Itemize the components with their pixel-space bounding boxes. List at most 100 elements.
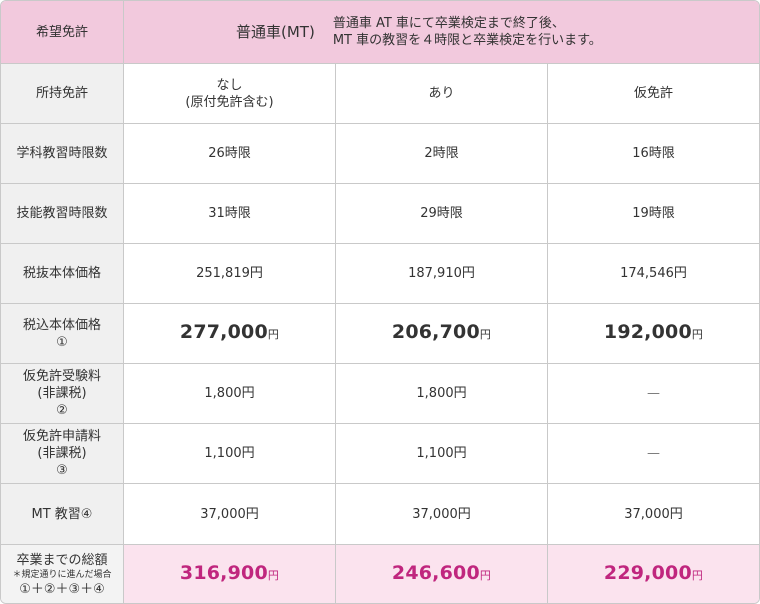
row-label-line1: 仮免許申請料 <box>22 429 101 444</box>
total-value-cell: 316,900円 <box>123 545 335 603</box>
table-row-license: 所持免許 なし (原付免許含む) あり 仮免許 <box>1 63 759 123</box>
value-line2: (原付免許含む) <box>185 94 274 110</box>
price-amount: 192,000円 <box>604 323 704 343</box>
value-cell: 2時限 <box>335 124 547 183</box>
value-line1: あり <box>428 86 455 101</box>
row-label: 技能教習時限数 <box>1 184 123 243</box>
total-amount: 316,900円 <box>179 562 280 584</box>
course-note: 普通車 AT 車にて卒業検定まで終了後、 MT 車の教習を４時限と卒業検定を行い… <box>333 15 602 49</box>
row-label-line1: 技能教習時限数 <box>16 206 108 221</box>
value-cell: 19時限 <box>547 184 759 243</box>
value-line1: 1,100円 <box>416 446 467 461</box>
header-row: 希望免許 普通車(MT) 普通車 AT 車にて卒業検定まで終了後、 MT 車の教… <box>1 1 759 63</box>
value-line1: 26時限 <box>208 146 251 161</box>
value-line1: 仮免許 <box>633 86 673 101</box>
value-cell: 1,800円 <box>123 364 335 423</box>
row-label-line1: MT 教習④ <box>31 506 93 522</box>
total-label-line1: 卒業までの総額 <box>16 552 108 568</box>
value-line1: 37,000円 <box>200 506 259 522</box>
value-cell: 277,000円 <box>123 304 335 363</box>
table-row-total: 卒業までの総額 ＊規定通りに進んだ場合 ①＋②＋③＋④ 316,900円 246… <box>1 544 759 603</box>
header-label: 希望免許 <box>1 1 123 63</box>
empty-dash: — <box>647 386 660 401</box>
value-line1: 251,819円 <box>196 266 263 281</box>
table-row-price-incl-tax: 税込本体価格 ① 277,000円 206,700円 192,000円 <box>1 303 759 363</box>
yen-unit: 円 <box>267 569 280 582</box>
table-row-exam-fee: 仮免許受験料 (非課税) ② 1,800円 1,800円 — <box>1 363 759 423</box>
total-label: 卒業までの総額 ＊規定通りに進んだ場合 ①＋②＋③＋④ <box>1 545 123 603</box>
value-line1: 37,000円 <box>412 506 471 522</box>
row-label: 仮免許申請料 (非課税) ③ <box>1 424 123 483</box>
row-label: 仮免許受験料 (非課税) ② <box>1 364 123 423</box>
value-line1: 16時限 <box>632 146 675 161</box>
value-cell: 16時限 <box>547 124 759 183</box>
value-cell: 37,000円 <box>335 484 547 544</box>
table-row-skill-hours: 技能教習時限数 31時限 29時限 19時限 <box>1 183 759 243</box>
value-line1: 1,100円 <box>204 446 255 461</box>
value-cell: 174,546円 <box>547 244 759 303</box>
table-row-academic-hours: 学科教習時限数 26時限 2時限 16時限 <box>1 123 759 183</box>
yen-unit: 円 <box>479 569 492 582</box>
total-amount: 246,600円 <box>391 562 492 584</box>
yen-unit: 円 <box>691 569 704 582</box>
course-note-line2: MT 車の教習を４時限と卒業検定を行います。 <box>332 33 602 48</box>
total-value-cell: 246,600円 <box>335 545 547 603</box>
row-label-line1: 所持免許 <box>35 86 88 101</box>
value-cell: 仮免許 <box>547 64 759 123</box>
price-amount: 206,700円 <box>391 321 492 343</box>
value-cell: 1,100円 <box>335 424 547 483</box>
row-label-line3: ③ <box>56 463 68 478</box>
value-cell: — <box>547 364 759 423</box>
row-label-line1: 学科教習時限数 <box>16 146 108 161</box>
value-cell: 37,000円 <box>123 484 335 544</box>
yen-unit: 円 <box>479 328 492 341</box>
value-cell: 31時限 <box>123 184 335 243</box>
yen-unit: 円 <box>691 328 704 341</box>
course-note-line1: 普通車 AT 車にて卒業検定まで終了後、 <box>332 16 565 31</box>
row-label-line1: 税込本体価格 <box>22 317 101 333</box>
value-line1: 31時限 <box>208 206 251 221</box>
price-number: 206,700 <box>391 321 480 343</box>
total-amount: 229,000円 <box>604 564 704 584</box>
table-row-application-fee: 仮免許申請料 (非課税) ③ 1,100円 1,100円 — <box>1 423 759 483</box>
table-row-mt-training: MT 教習④ 37,000円 37,000円 37,000円 <box>1 483 759 544</box>
row-label: 税込本体価格 ① <box>1 304 123 363</box>
value-cell: 251,819円 <box>123 244 335 303</box>
price-amount: 277,000円 <box>179 321 279 343</box>
total-label-note: ＊規定通りに進んだ場合 <box>12 569 112 580</box>
row-label: MT 教習④ <box>1 484 123 544</box>
total-label-formula: ①＋②＋③＋④ <box>19 581 105 597</box>
row-label-line1: 仮免許受験料 <box>22 369 101 384</box>
value-cell: 206,700円 <box>335 304 547 363</box>
total-value-cell: 229,000円 <box>547 545 759 603</box>
value-line1: 187,910円 <box>408 266 475 281</box>
value-line1: 174,546円 <box>620 266 687 281</box>
empty-dash: — <box>647 446 660 461</box>
row-label: 所持免許 <box>1 64 123 123</box>
value-cell: なし (原付免許含む) <box>123 64 335 123</box>
value-cell: 29時限 <box>335 184 547 243</box>
course-title: 普通車(MT) <box>236 22 315 41</box>
value-line1: 37,000円 <box>624 506 683 522</box>
total-number: 316,900 <box>179 562 268 584</box>
value-cell: 1,100円 <box>123 424 335 483</box>
value-cell: — <box>547 424 759 483</box>
course-header: 普通車(MT) 普通車 AT 車にて卒業検定まで終了後、 MT 車の教習を４時限… <box>123 1 759 63</box>
row-label-line2: (非課税) <box>37 386 87 401</box>
value-cell: あり <box>335 64 547 123</box>
value-cell: 37,000円 <box>547 484 759 544</box>
row-label-line2: ① <box>56 334 68 350</box>
row-label-line2: (非課税) <box>37 446 87 461</box>
row-label: 学科教習時限数 <box>1 124 123 183</box>
row-label-line1: 税抜本体価格 <box>22 266 101 281</box>
value-line1: なし <box>216 77 243 93</box>
total-number: 246,600 <box>391 562 480 584</box>
price-number: 277,000 <box>179 321 268 343</box>
value-line1: 1,800円 <box>416 386 467 401</box>
value-line1: 19時限 <box>632 206 675 221</box>
value-line1: 1,800円 <box>204 386 255 401</box>
value-cell: 187,910円 <box>335 244 547 303</box>
row-label-line3: ② <box>56 403 68 418</box>
value-line1: 29時限 <box>420 206 463 221</box>
